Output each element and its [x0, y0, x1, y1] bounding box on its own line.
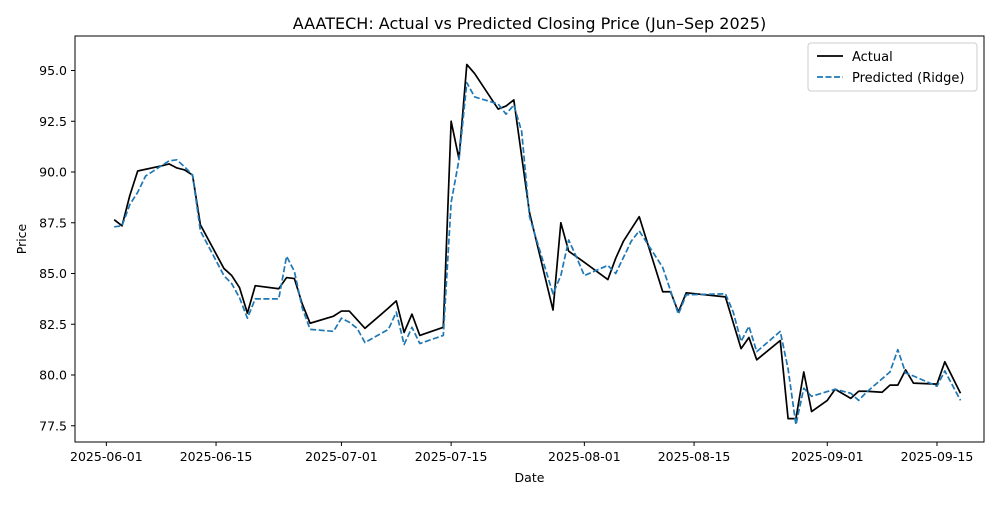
series-line-actual: [113, 63, 962, 420]
y-tick-label: 90.0: [39, 165, 67, 180]
x-axis-label: Date: [515, 470, 545, 485]
y-tick-label: 82.5: [39, 317, 67, 332]
x-tick-label: 2025-08-15: [658, 449, 731, 464]
legend-label-predicted: Predicted (Ridge): [852, 71, 964, 86]
x-tick-label: 2025-07-01: [305, 449, 378, 464]
y-tick-label: 80.0: [39, 368, 67, 383]
legend-box: [807, 42, 978, 92]
y-tick-label: 95.0: [39, 63, 67, 78]
y-tick-label: 92.5: [39, 114, 67, 129]
y-tick-label: 87.5: [39, 215, 67, 230]
y-axis-label: Price: [14, 223, 29, 254]
chart-title: AAATECH: Actual vs Predicted Closing Pri…: [293, 14, 766, 33]
x-tick-label: 2025-06-01: [70, 449, 143, 464]
x-axis: 2025-06-01 2025-06-15 2025-07-01 2025-07-15…: [70, 442, 973, 464]
x-tick-label: 2025-07-15: [415, 449, 488, 464]
y-axis: 77.5 80.0 82.5 85.0 87.5 90.0 92.5 95.0: [39, 63, 75, 433]
x-tick-label: 2025-09-01: [791, 449, 864, 464]
x-tick-label: 2025-09-15: [901, 449, 974, 464]
y-tick-label: 85.0: [39, 266, 67, 281]
axes-frame: [74, 35, 985, 443]
legend-label-actual: Actual: [852, 50, 893, 65]
plot-area: [113, 63, 962, 426]
x-tick-label: 2025-08-01: [548, 449, 621, 464]
legend: Actual Predicted (Ridge): [807, 42, 978, 92]
y-tick-label: 77.5: [39, 418, 67, 433]
x-tick-label: 2025-06-15: [180, 449, 253, 464]
